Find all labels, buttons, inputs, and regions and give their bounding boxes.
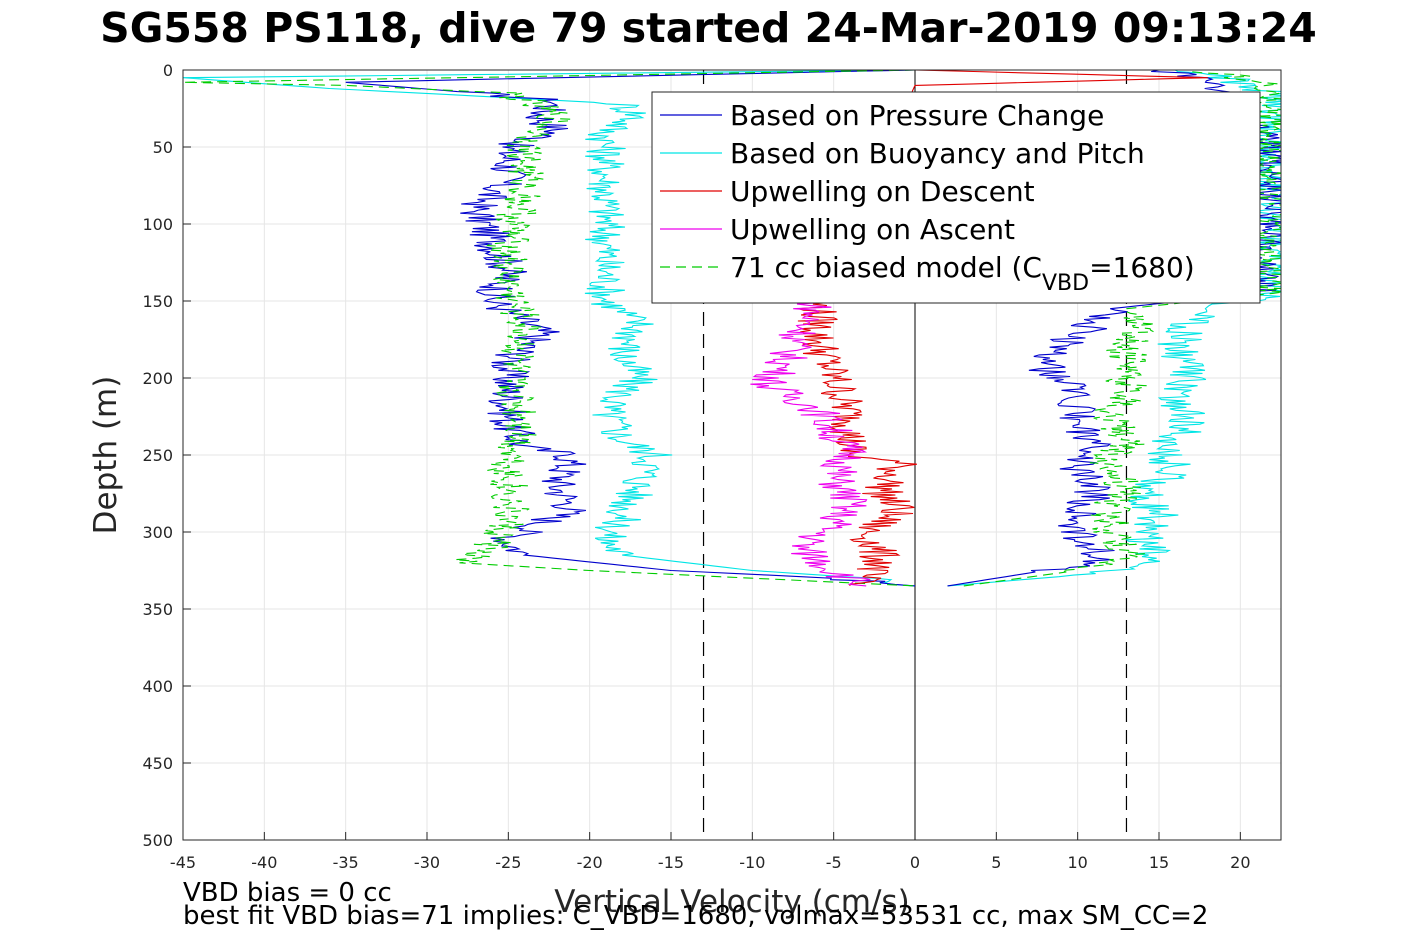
- x-tick-label: 20: [1230, 853, 1250, 872]
- y-tick-label: 150: [142, 292, 173, 311]
- y-tick-label: 250: [142, 446, 173, 465]
- x-axis-label: Vertical Velocity (cm/s): [554, 884, 909, 920]
- legend-box: [651, 91, 1261, 304]
- legend-entry-label: Based on Pressure Change: [730, 99, 1104, 132]
- x-tick-label: -10: [739, 853, 765, 872]
- x-tick-label: -25: [495, 853, 521, 872]
- y-tick-label: 500: [142, 831, 173, 850]
- y-tick-label: 200: [142, 369, 173, 388]
- chart-title: SG558 PS118, dive 79 started 24-Mar-2019…: [100, 4, 1317, 52]
- x-tick-label: -45: [170, 853, 196, 872]
- y-tick-labels: 0 50 100 150 200 250 300 350 400 450 500: [142, 61, 173, 850]
- y-axis-label: Depth (m): [88, 376, 124, 535]
- x-tick-label: 5: [991, 853, 1001, 872]
- series-line-1: [345, 70, 916, 587]
- x-tick-label: -15: [658, 853, 684, 872]
- series-line-5: [183, 70, 916, 587]
- series-line-1: [947, 70, 1281, 587]
- plot-frame: [182, 69, 1282, 841]
- legend-entry-label: Upwelling on Ascent: [730, 213, 1015, 246]
- y-tick-label: 300: [142, 523, 173, 542]
- x-tick-label: 0: [910, 853, 920, 872]
- y-tick-label: 400: [142, 677, 173, 696]
- y-tick-label: 0: [163, 61, 173, 80]
- x-tick-label: -30: [414, 853, 440, 872]
- legend-entry-label: Upwelling on Descent: [730, 175, 1035, 208]
- y-tick-label: 350: [142, 600, 173, 619]
- footer-vbd-bias: VBD bias = 0 cc: [183, 878, 392, 908]
- series-line-4: [750, 300, 871, 587]
- x-tick-label: -20: [577, 853, 603, 872]
- x-tick-labels: -45 -40 -35 -30 -25 -20 -15 -10 -5 0 5 10 15 20: [170, 853, 1251, 872]
- y-tick-label: 100: [142, 215, 173, 234]
- x-tick-label: 15: [1149, 853, 1169, 872]
- footer-best-fit: best fit VBD bias=71 implies: C_VBD=1680…: [183, 901, 1209, 931]
- x-tick-label: -35: [333, 853, 359, 872]
- x-tick-label: -40: [251, 853, 277, 872]
- y-tick-label: 450: [142, 754, 173, 773]
- y-tick-label: 50: [153, 138, 173, 157]
- legend-entry-label: Based on Buoyancy and Pitch: [730, 137, 1145, 170]
- series-line-2: [183, 70, 916, 587]
- x-tick-label: -5: [826, 853, 842, 872]
- x-tick-label: 10: [1067, 853, 1087, 872]
- legend: Based on Pressure Change Based on Buoyanc…: [651, 91, 1261, 304]
